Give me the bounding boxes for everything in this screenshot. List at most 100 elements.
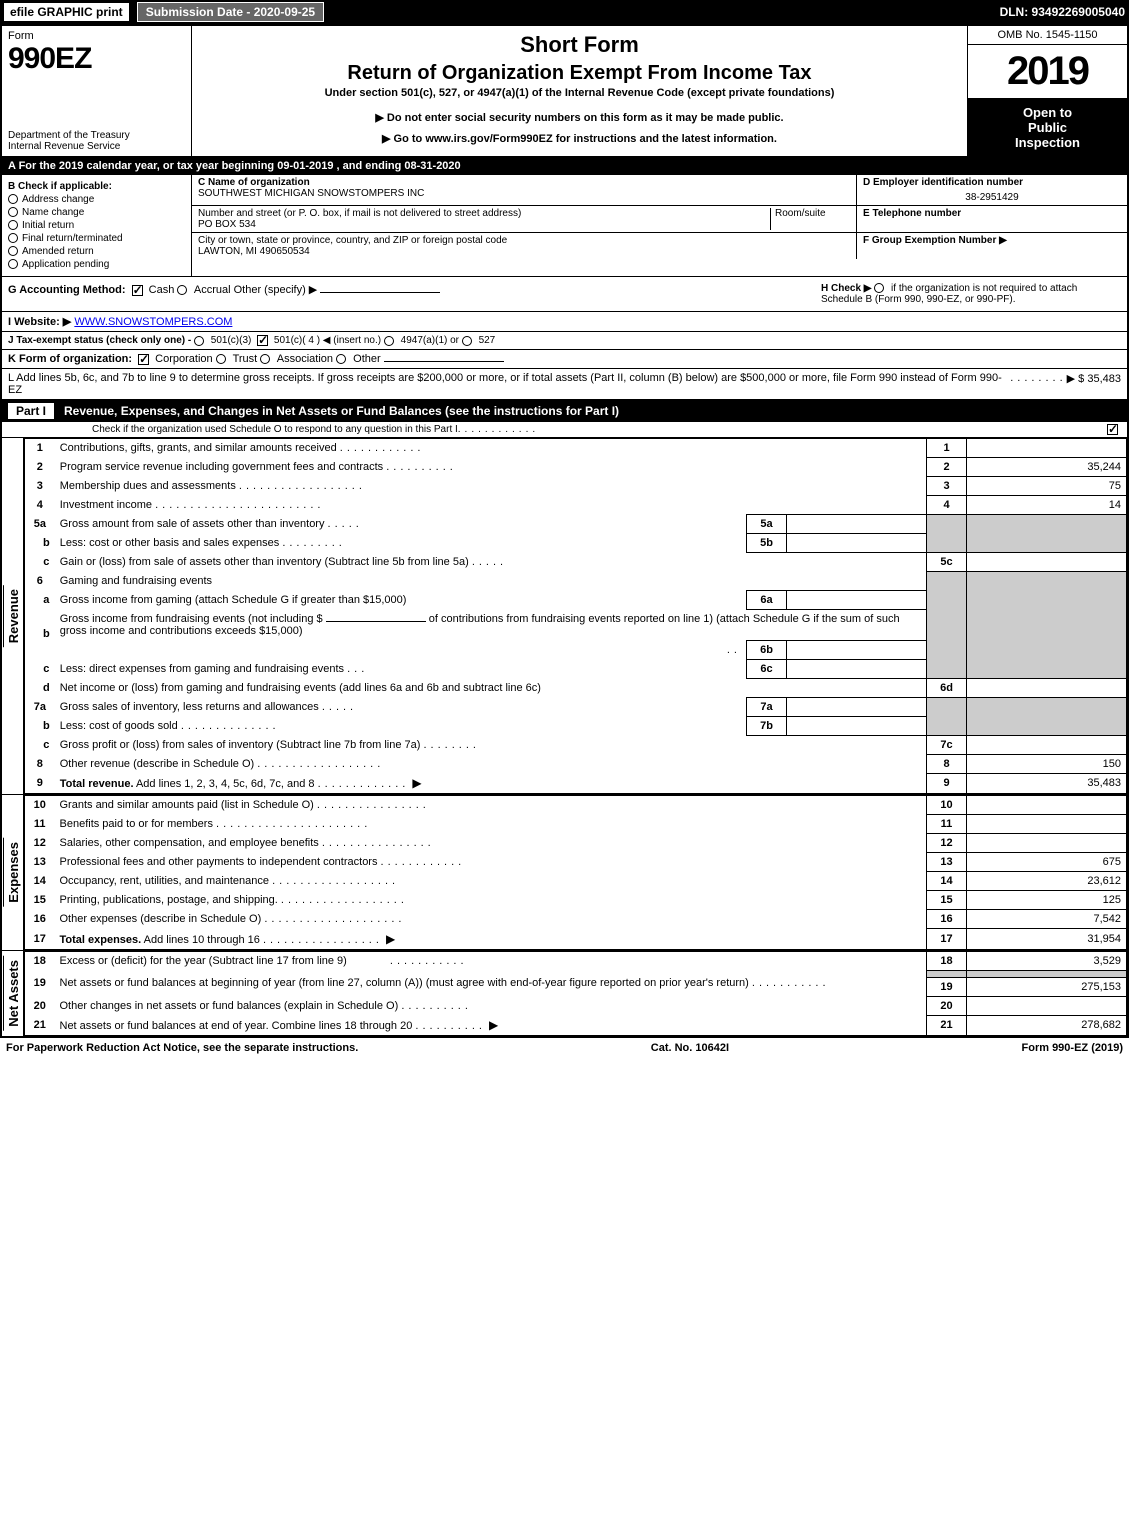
accrual-checkbox[interactable]: [177, 285, 187, 295]
corp-checkbox[interactable]: [138, 354, 149, 365]
assoc-checkbox[interactable]: [260, 354, 270, 364]
public-inspection: Open to Public Inspection: [968, 99, 1127, 156]
form-label: Form: [8, 30, 185, 42]
initial-return-checkbox[interactable]: [8, 220, 18, 230]
h-checkbox[interactable]: [874, 283, 884, 293]
501c-checkbox[interactable]: [257, 335, 268, 346]
expenses-table: 10 Grants and similar amounts paid (list…: [24, 795, 1127, 950]
527-checkbox[interactable]: [462, 336, 472, 346]
line-15-num: 15: [25, 891, 55, 910]
trust-checkbox[interactable]: [216, 354, 226, 364]
line-13-num: 13: [25, 853, 55, 872]
header-left: Form 990EZ Department of the Treasury In…: [2, 26, 192, 156]
application-pending-checkbox[interactable]: [8, 259, 18, 269]
address-change-checkbox[interactable]: [8, 194, 18, 204]
dln-number: DLN: 93492269005040: [1000, 5, 1125, 19]
line-5a-sub: 5a: [747, 515, 787, 534]
line-6c-desc: Less: direct expenses from gaming and fu…: [60, 663, 344, 675]
line-5c-desc: Gain or (loss) from sale of assets other…: [60, 556, 469, 568]
tax-year: 2019: [968, 45, 1127, 99]
501c3-checkbox[interactable]: [194, 336, 204, 346]
line-3-num: 3: [25, 477, 55, 496]
line-6b-desc1: Gross income from fundraising events (no…: [60, 613, 323, 625]
amended-return-checkbox[interactable]: [8, 246, 18, 256]
line-5c: c Gain or (loss) from sale of assets oth…: [25, 553, 1127, 572]
4947-checkbox[interactable]: [384, 336, 394, 346]
group-exemption-cell: F Group Exemption Number ▶: [857, 233, 1127, 259]
line-7a-sub: 7a: [747, 697, 787, 716]
line-7c: c Gross profit or (loss) from sales of i…: [25, 735, 1127, 754]
line-9-ref: 9: [927, 773, 967, 794]
line-18-desc: Excess or (deficit) for the year (Subtra…: [60, 955, 347, 967]
city-label: City or town, state or province, country…: [198, 235, 850, 246]
line-6b-subval: [787, 640, 927, 659]
line-3-desc: Membership dues and assessments: [60, 480, 236, 492]
cash-checkbox[interactable]: [132, 285, 143, 296]
line-7b-sub: 7b: [747, 716, 787, 735]
line-19-amount: 275,153: [967, 977, 1127, 996]
line-6d-amount: [967, 678, 1127, 697]
l-dots: ........: [1010, 372, 1066, 396]
form-container: Form 990EZ Department of the Treasury In…: [0, 24, 1129, 1038]
line-11-num: 11: [25, 815, 55, 834]
corp-label: Corporation: [155, 353, 212, 365]
part1-checkbox[interactable]: [1107, 424, 1118, 435]
line-3-amount: 75: [967, 477, 1127, 496]
line-21-ref: 21: [927, 1015, 967, 1036]
part1-title: Revenue, Expenses, and Changes in Net As…: [64, 404, 619, 418]
address-label: Number and street (or P. O. box, if mail…: [198, 208, 770, 219]
line-2: 2 Program service revenue including gove…: [25, 458, 1127, 477]
line-7-shaded-amt: [967, 697, 1127, 735]
line-7b-subval: [787, 716, 927, 735]
line-21-amount: 278,682: [967, 1015, 1127, 1036]
line-11-amount: [967, 815, 1127, 834]
efile-button[interactable]: efile GRAPHIC print: [4, 3, 129, 21]
line-16: 16 Other expenses (describe in Schedule …: [25, 910, 1127, 929]
tax-year-line: A For the 2019 calendar year, or tax yea…: [2, 158, 1127, 175]
line-20: 20 Other changes in net assets or fund b…: [25, 996, 1127, 1015]
website-link[interactable]: WWW.SNOWSTOMPERS.COM: [74, 316, 232, 328]
room-label: Room/suite: [775, 208, 850, 219]
l-text: L Add lines 5b, 6c, and 7b to line 9 to …: [8, 372, 1010, 396]
line-12-num: 12: [25, 834, 55, 853]
line-15-desc: Printing, publications, postage, and shi…: [60, 894, 278, 906]
501c3-label: 501(c)(3): [211, 335, 252, 346]
header-right: OMB No. 1545-1150 2019 Open to Public In…: [967, 26, 1127, 156]
city-cell: City or town, state or province, country…: [192, 233, 857, 259]
line-5c-ref: 5c: [927, 553, 967, 572]
other-org-label: Other: [353, 353, 381, 365]
line-6-num: 6: [25, 572, 55, 591]
line-12-desc: Salaries, other compensation, and employ…: [60, 837, 319, 849]
line-19-ref: 19: [927, 977, 967, 996]
line-7c-amount: [967, 735, 1127, 754]
name-change-checkbox[interactable]: [8, 207, 18, 217]
line-8-ref: 8: [927, 754, 967, 773]
line-1-desc: Contributions, gifts, grants, and simila…: [60, 442, 337, 454]
net-assets-section: Net Assets 18 Excess or (deficit) for th…: [2, 951, 1127, 1037]
line-2-ref: 2: [927, 458, 967, 477]
phone-cell: E Telephone number: [857, 206, 1127, 232]
other-label: Other (specify) ▶: [234, 284, 318, 296]
line-20-desc: Other changes in net assets or fund bala…: [60, 1000, 399, 1012]
501c-label: 501(c)( 4 ) ◀ (insert no.): [274, 335, 381, 346]
line-l-row: L Add lines 5b, 6c, and 7b to line 9 to …: [2, 369, 1127, 399]
line-15: 15 Printing, publications, postage, and …: [25, 891, 1127, 910]
line-8-amount: 150: [967, 754, 1127, 773]
line-5a-desc: Gross amount from sale of assets other t…: [60, 518, 325, 530]
line-16-amount: 7,542: [967, 910, 1127, 929]
line-13-amount: 675: [967, 853, 1127, 872]
d-ein-label: D Employer identification number: [863, 177, 1121, 188]
527-label: 527: [479, 335, 496, 346]
final-return-checkbox[interactable]: [8, 233, 18, 243]
application-pending-label: Application pending: [22, 259, 109, 270]
line-14-amount: 23,612: [967, 872, 1127, 891]
other-org-checkbox[interactable]: [336, 354, 346, 364]
footer: For Paperwork Reduction Act Notice, see …: [0, 1038, 1129, 1058]
footer-center: Cat. No. 10642I: [651, 1042, 729, 1054]
g-accounting-label: G Accounting Method:: [8, 284, 126, 296]
top-bar-left: efile GRAPHIC print Submission Date - 20…: [4, 2, 324, 22]
line-7b-num: b: [25, 716, 55, 735]
form-org-row: K Form of organization: Corporation Trus…: [2, 350, 1127, 369]
accrual-label: Accrual: [194, 284, 231, 296]
line-2-amount: 35,244: [967, 458, 1127, 477]
